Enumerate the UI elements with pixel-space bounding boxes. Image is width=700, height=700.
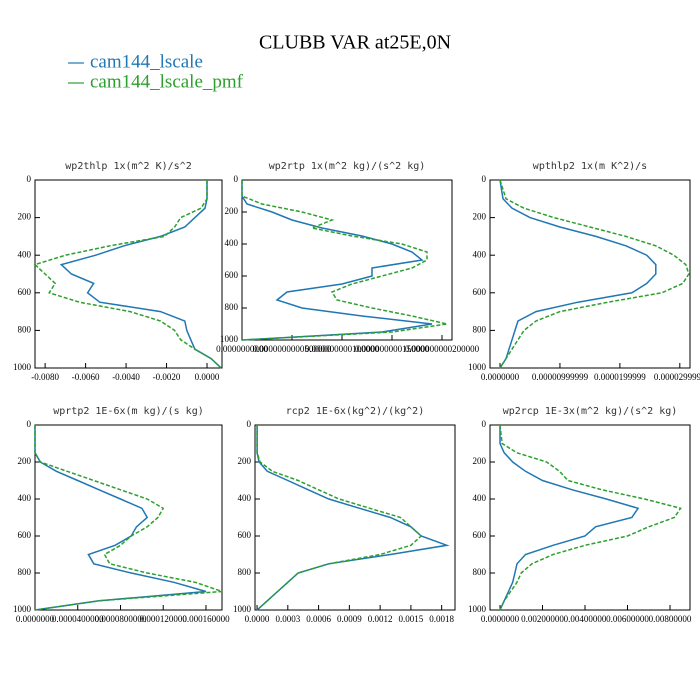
y-tick-label: 600: [238, 530, 252, 540]
profile-line: [59, 180, 222, 369]
profile-line: [499, 424, 682, 611]
x-tick-label: 0.000120000: [140, 614, 188, 624]
y-tick-label: 1000: [468, 604, 487, 614]
x-tick-label: 0.00000999999: [532, 372, 589, 382]
y-tick-label: 1000: [468, 362, 487, 372]
x-tick-label: 0.000000000100000: [305, 344, 380, 354]
x-tick-label: 0.000160000: [182, 614, 230, 624]
profile-line: [499, 179, 690, 369]
y-tick-label: 800: [473, 324, 487, 334]
y-tick-label: 400: [18, 493, 32, 503]
x-tick-label: 0.0012: [368, 614, 393, 624]
y-tick-label: 800: [225, 302, 239, 312]
panel-title: rcp2 1E-6x(kg^2)/(kg^2): [286, 406, 424, 417]
x-tick-label: 0.00800000: [649, 614, 692, 624]
profile-line: [499, 179, 657, 369]
x-tick-label: 0.0000000: [16, 614, 55, 624]
y-tick-label: 800: [18, 567, 32, 577]
y-tick-label: 600: [18, 530, 32, 540]
legend-label: cam144_lscale: [90, 51, 203, 72]
panel-title: wp2thlp 1x(m^2 K)/s^2: [65, 161, 191, 172]
x-tick-label: -0.0040: [112, 372, 140, 382]
y-tick-label: 400: [473, 493, 487, 503]
x-tick-label: -0.0080: [31, 372, 59, 382]
x-tick-label: 0.0006: [306, 614, 331, 624]
x-tick-label: 0.0000800000: [95, 614, 147, 624]
y-tick-label: 400: [238, 493, 252, 503]
x-tick-label: 0.0000199999: [594, 372, 646, 382]
y-tick-label: 400: [225, 238, 239, 248]
y-tick-label: 600: [473, 530, 487, 540]
panel-title: wp2rcp 1E-3x(m^2 kg)/(s^2 kg): [503, 406, 678, 417]
y-tick-label: 800: [18, 324, 32, 334]
y-tick-label: 600: [473, 287, 487, 297]
x-tick-label: 0.0000000: [481, 614, 520, 624]
x-tick-label: 0.0000: [245, 614, 270, 624]
plot-frame: [254, 424, 456, 611]
x-tick-label: 0.0009: [337, 614, 362, 624]
x-tick-label: 0.000000000150000: [355, 344, 430, 354]
profile-line: [256, 425, 423, 611]
x-tick-label: 0.0003: [275, 614, 300, 624]
x-tick-label: 0.0000400000: [52, 614, 104, 624]
panel-title: wprtp2 1E-6x(m kg)/(s kg): [53, 406, 204, 417]
panel-title: wp2rtp 1x(m^2 kg)/(s^2 kg): [269, 161, 426, 172]
y-tick-label: 200: [18, 212, 32, 222]
x-tick-label: 0.0018: [429, 614, 454, 624]
y-tick-label: 0: [27, 174, 32, 184]
plot-frame: [241, 179, 453, 341]
y-tick-label: 200: [473, 212, 487, 222]
x-tick-label: -0.0060: [72, 372, 100, 382]
profile-line: [499, 425, 640, 611]
profile-line: [241, 180, 433, 341]
profile-line: [33, 180, 222, 369]
legend-label: cam144_lscale_pmf: [90, 71, 244, 92]
y-tick-label: 800: [238, 567, 252, 577]
y-tick-label: 800: [473, 567, 487, 577]
plot-frame: [34, 424, 223, 611]
y-tick-label: 0: [234, 174, 239, 184]
y-tick-label: 600: [225, 270, 239, 280]
profile-line: [34, 425, 207, 611]
x-tick-label: 0.00400000: [564, 614, 607, 624]
y-tick-label: 0: [27, 419, 32, 429]
y-tick-label: 200: [238, 456, 252, 466]
x-tick-label: 0.0015: [399, 614, 424, 624]
plot-frame: [489, 179, 691, 369]
x-tick-label: 0.00600000: [606, 614, 649, 624]
y-tick-label: 1000: [220, 334, 239, 344]
y-tick-label: 0: [482, 174, 487, 184]
y-tick-label: 0: [482, 419, 487, 429]
x-tick-label: 0.0000000000: [216, 344, 268, 354]
figure-title: CLUBB VAR at25E,0N: [259, 32, 451, 54]
y-tick-label: 0: [247, 419, 252, 429]
y-tick-label: 1000: [13, 362, 32, 372]
x-tick-label: 0.0000000: [481, 372, 520, 382]
x-tick-label: 0.000000000200000: [405, 344, 480, 354]
profile-line: [34, 425, 223, 611]
y-tick-label: 200: [473, 456, 487, 466]
y-tick-label: 1000: [233, 604, 252, 614]
y-tick-label: 1000: [13, 604, 32, 614]
y-tick-label: 200: [225, 206, 239, 216]
panel-title: wpthlp2 1x(m K^2)/s: [533, 161, 647, 172]
y-tick-label: 400: [473, 249, 487, 259]
x-tick-label: 0.00200000: [521, 614, 564, 624]
x-tick-label: 0.0000: [195, 372, 220, 382]
y-tick-label: 600: [18, 287, 32, 297]
x-tick-label: 0.0000000000500000: [253, 344, 332, 354]
plot-frame: [34, 179, 223, 369]
plot-frame: [489, 424, 691, 611]
profile-line: [256, 425, 450, 611]
y-tick-label: 200: [18, 456, 32, 466]
y-tick-label: 400: [18, 249, 32, 259]
x-tick-label: 0.0000299999: [654, 372, 700, 382]
profile-line: [241, 180, 448, 341]
x-tick-label: -0.0020: [153, 372, 181, 382]
